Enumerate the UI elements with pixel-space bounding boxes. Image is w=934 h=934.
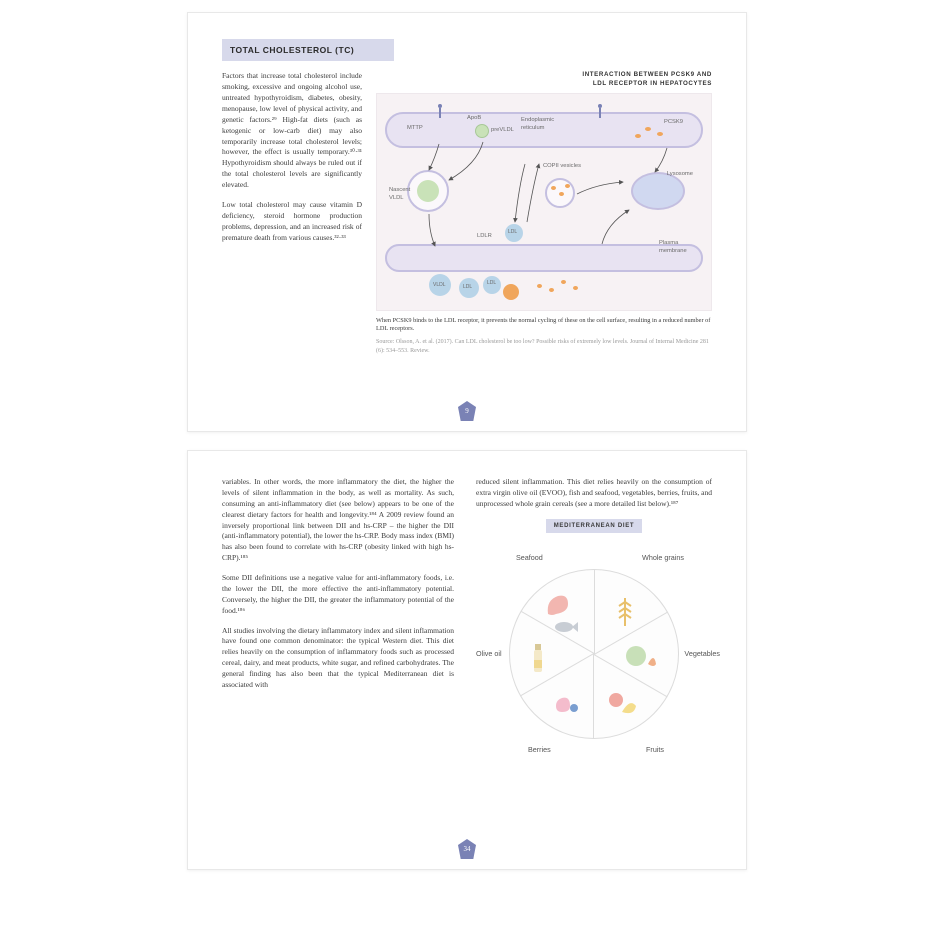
label-mttp: MTTP xyxy=(407,124,423,132)
label-pcsk9: PCSK9 xyxy=(664,118,683,126)
pie-circle xyxy=(509,569,679,739)
page-2: variables. In other words, the more infl… xyxy=(187,450,747,870)
para-2: Low total cholesterol may cause vitamin … xyxy=(222,200,362,244)
page-1: TOTAL CHOLESTEROL (TC) Factors that incr… xyxy=(187,12,747,432)
left-column-p2: variables. In other words, the more infl… xyxy=(222,477,454,791)
label-plasma: Plasma membrane xyxy=(659,239,695,256)
wheat-icon xyxy=(610,592,640,628)
right-column-p2: reduced silent inflammation. This diet r… xyxy=(476,477,712,791)
right-column: INTERACTION BETWEEN PCSK9 AND LDL RECEPT… xyxy=(376,71,712,355)
hepatocyte-diagram: MTTP ApoB preVLDL Endoplasmic reticulum … xyxy=(376,93,712,311)
label-oliveoil: Olive oil xyxy=(476,649,502,659)
page-number-marker: 9 xyxy=(458,401,476,421)
label-seafood: Seafood xyxy=(516,553,543,563)
p2-para4: reduced silent inflammation. This diet r… xyxy=(476,477,712,510)
label-lysosome: Lysosome xyxy=(667,170,693,178)
oil-bottle-icon xyxy=(528,642,548,676)
p2-para2: Some DII definitions use a negative valu… xyxy=(222,573,454,617)
diagram-title: INTERACTION BETWEEN PCSK9 AND LDL RECEPT… xyxy=(376,71,712,88)
label-ldl2: LDL xyxy=(487,280,496,287)
left-column: Factors that increase total cholesterol … xyxy=(222,71,362,355)
label-vegetables: Vegetables xyxy=(684,649,720,659)
vegetables-icon xyxy=(624,642,658,672)
label-fruits: Fruits xyxy=(646,745,664,755)
label-nascent: Nascent VLDL xyxy=(389,186,417,203)
label-apob: ApoB xyxy=(467,114,481,122)
p2-para3: All studies involving the dietary inflam… xyxy=(222,626,454,691)
diagram-caption: When PCSK9 binds to the LDL receptor, it… xyxy=(376,317,712,335)
section-title: TOTAL CHOLESTEROL (TC) xyxy=(222,39,394,61)
page-number-marker: 34 xyxy=(458,839,476,859)
p2-para1: variables. In other words, the more infl… xyxy=(222,477,454,564)
para-1: Factors that increase total cholesterol … xyxy=(222,71,362,191)
mediterranean-pie: Seafood Whole grains Olive oil Vegetable… xyxy=(476,541,712,791)
label-berries: Berries xyxy=(528,745,551,755)
label-ldl1: LDL xyxy=(463,284,472,291)
label-er: Endoplasmic reticulum xyxy=(521,116,571,133)
berries-icon xyxy=(552,694,580,716)
label-wholegrains: Whole grains xyxy=(642,553,684,563)
fruits-icon xyxy=(606,690,638,718)
page2-layout: variables. In other words, the more infl… xyxy=(222,477,712,791)
fish-icon xyxy=(554,618,578,636)
pie-title: MEDITERRANEAN DIET xyxy=(546,519,643,534)
diagram-source: Source: Olsson, A. et al. (2017). Can LD… xyxy=(376,338,712,355)
label-vldl: VLDL xyxy=(433,282,446,289)
page1-layout: Factors that increase total cholesterol … xyxy=(222,71,712,355)
label-ldlr: LDLR xyxy=(477,232,492,240)
label-ldl3: LDL xyxy=(508,229,517,236)
label-prevldl: preVLDL xyxy=(491,126,514,134)
label-copii: COPII vesicles xyxy=(542,162,582,170)
